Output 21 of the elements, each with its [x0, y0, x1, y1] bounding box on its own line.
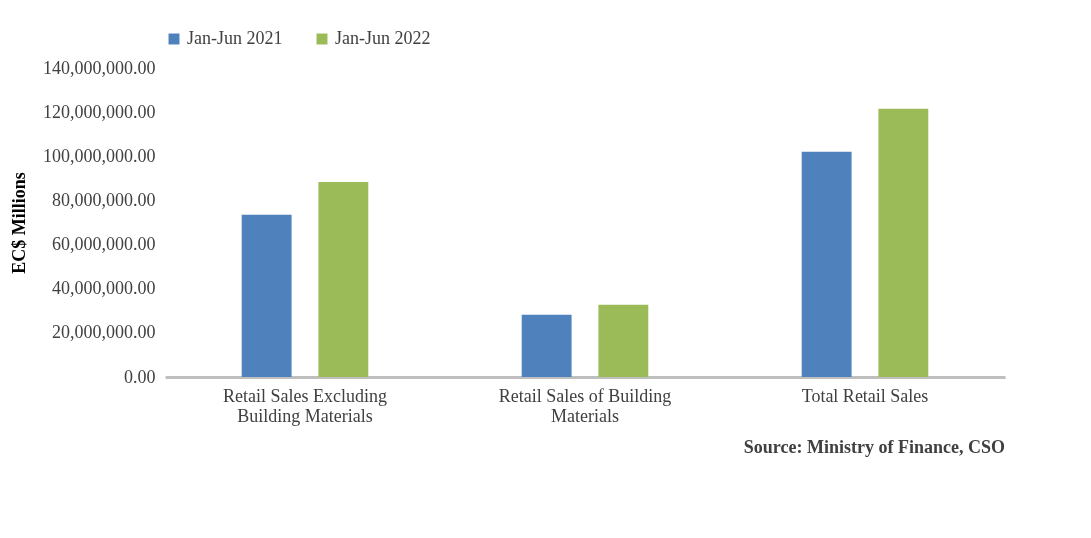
bar	[241, 214, 292, 377]
y-tick-label: 120,000,000.00	[43, 101, 156, 122]
y-tick-label: 80,000,000.00	[52, 189, 156, 210]
y-tick-label: 20,000,000.00	[52, 322, 156, 343]
y-axis-title: EC$ Millions	[9, 172, 29, 274]
bar	[878, 108, 929, 377]
x-tick-label: Retail Sales of Building Materials	[498, 385, 672, 426]
y-tick-label: 140,000,000.00	[43, 57, 156, 78]
bar	[521, 314, 572, 377]
bar	[318, 182, 369, 377]
y-tick-label: 100,000,000.00	[43, 145, 156, 166]
source-note: Source: Ministry of Finance, CSO	[743, 437, 1005, 457]
legend-label: Jan-Jun 2022	[335, 28, 431, 48]
legend-label: Jan-Jun 2021	[187, 28, 283, 48]
bar	[598, 304, 649, 377]
y-tick-label: 40,000,000.00	[52, 278, 156, 299]
y-tick-label: 60,000,000.00	[52, 234, 156, 255]
bar	[801, 151, 852, 377]
x-tick-label: Total Retail Sales	[801, 385, 929, 406]
x-tick-label: Retail Sales Excluding Building Materials	[223, 385, 387, 426]
y-tick-label: 0.00	[124, 366, 156, 387]
